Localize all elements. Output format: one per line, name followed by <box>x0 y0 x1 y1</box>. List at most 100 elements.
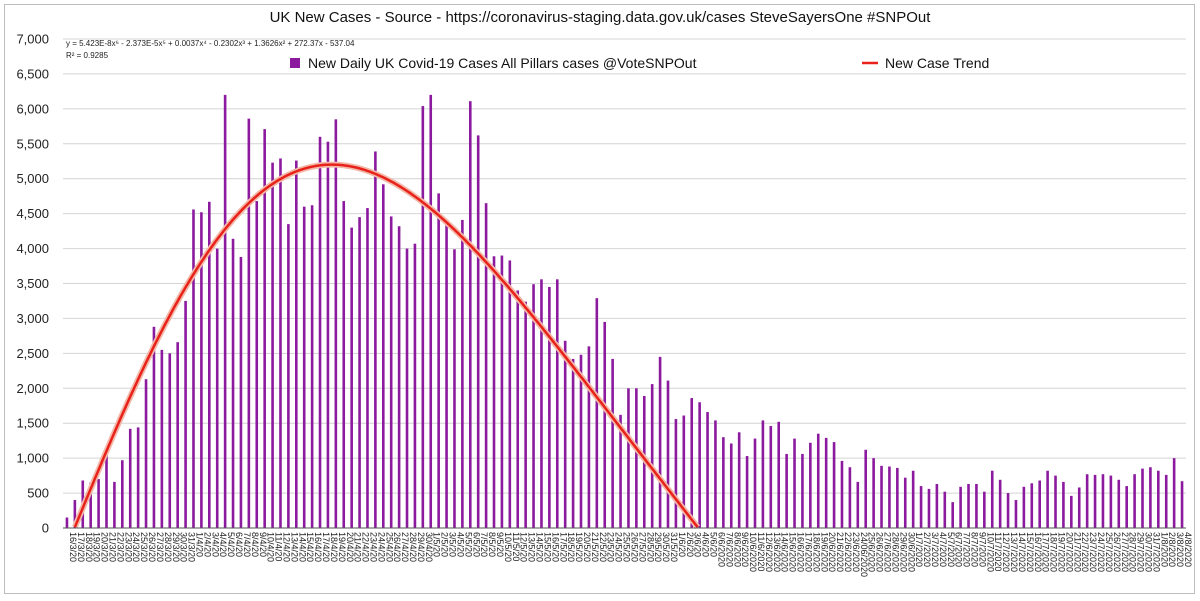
bar <box>603 321 607 528</box>
x-tick-label: 23/7/2020 <box>1088 532 1098 572</box>
bar <box>239 256 243 528</box>
x-tick-label: 13/7/2020 <box>1009 532 1019 572</box>
x-tick-label: 23/5/20 <box>606 532 616 562</box>
bar <box>1109 475 1113 528</box>
bar <box>208 201 211 528</box>
bar <box>832 442 836 528</box>
x-tick-label: 30/7/2020 <box>1144 532 1154 572</box>
bar <box>856 481 860 528</box>
x-tick-label: 17/3/20 <box>76 532 86 562</box>
x-tick-label: 1/6/20 <box>677 532 687 557</box>
bar <box>959 486 962 528</box>
x-tick-label: 22/7/2020 <box>1080 532 1090 572</box>
bar <box>215 248 219 529</box>
x-tick-label: 2/7/2020 <box>922 532 932 567</box>
bar <box>413 243 417 528</box>
x-tick-label: 14/7/2020 <box>1017 532 1027 572</box>
bar <box>872 458 875 528</box>
bar <box>579 354 583 528</box>
bar <box>927 488 931 528</box>
bar <box>635 388 638 528</box>
x-tick-label: 23/6/2020 <box>851 532 861 572</box>
bar <box>1157 470 1160 528</box>
x-tick-label: 15/6/2020 <box>788 532 798 572</box>
x-tick-label: 4/4/20 <box>218 532 228 557</box>
y-tick-label: 6,500 <box>16 66 49 81</box>
bar <box>105 455 108 528</box>
bar <box>437 193 440 529</box>
bar <box>279 158 282 528</box>
bar <box>263 129 266 528</box>
x-tick-label: 22/4/20 <box>361 532 371 562</box>
x-tick-label: 7/7/2020 <box>962 532 972 567</box>
bar <box>429 94 433 528</box>
x-tick-label: 15/7/2020 <box>1025 532 1035 572</box>
x-tick-label: 23/4/20 <box>368 532 378 562</box>
x-tick-label: 28/3/20 <box>163 532 173 562</box>
x-tick-label: 1/4/20 <box>194 532 204 557</box>
x-tick-label: 13/5/20 <box>527 532 537 562</box>
x-tick-label: 28/5/20 <box>645 532 655 562</box>
y-tick-label: 1,500 <box>16 416 49 431</box>
x-tick-label: 11/7/2020 <box>993 532 1003 571</box>
bar <box>144 379 148 528</box>
bar <box>1164 474 1168 528</box>
x-tick-label: 5/7/2020 <box>946 532 956 567</box>
bar <box>714 420 717 528</box>
bar <box>176 342 179 528</box>
x-tick-label: 7/4/20 <box>242 532 252 557</box>
x-tick-label: 26/5/20 <box>629 532 639 562</box>
x-tick-label: 18/7/2020 <box>1049 532 1059 572</box>
x-tick-label: 10/6/2020 <box>748 532 758 572</box>
bar <box>722 437 725 528</box>
x-tick-label: 2/8/2020 <box>1167 532 1177 567</box>
bar <box>168 353 172 528</box>
x-tick-label: 26/6/2020 <box>875 532 885 572</box>
x-tick-label: 8/4/20 <box>250 532 260 557</box>
x-tick-label: 26/4/20 <box>392 532 402 562</box>
y-tick-label: 5,500 <box>16 136 49 151</box>
x-tick-label: 2/4/20 <box>202 532 212 557</box>
x-tick-label: 24/4/20 <box>376 532 386 562</box>
bar <box>848 467 852 528</box>
bar <box>619 414 622 528</box>
bar <box>943 491 947 528</box>
bar <box>1117 479 1121 528</box>
bar <box>1030 483 1034 528</box>
bar <box>65 517 69 528</box>
bar <box>397 226 401 528</box>
bar <box>1062 481 1065 528</box>
x-tick-label: 7/6/2020 <box>724 532 734 567</box>
x-tick-label: 1/8/2020 <box>1159 532 1169 567</box>
x-tick-label: 2/6/20 <box>685 532 695 557</box>
bar <box>785 453 788 528</box>
x-tick-label: 25/3/20 <box>139 532 149 562</box>
bar <box>919 486 923 528</box>
legend-trend-label: New Case Trend <box>885 55 989 71</box>
x-tick-label: 4/8/2020 <box>1183 532 1193 567</box>
x-tick-label: 28/4/20 <box>408 532 418 562</box>
bar <box>374 151 377 528</box>
bar <box>1070 495 1073 528</box>
y-tick-label: 1,000 <box>16 451 49 466</box>
x-tick-label: 14/4/20 <box>297 532 307 562</box>
x-tick-label: 20/7/2020 <box>1064 532 1074 572</box>
bar <box>326 141 330 528</box>
x-tick-label: 13/6/2020 <box>772 532 782 572</box>
bar <box>1141 468 1144 528</box>
x-tick-label: 20/4/20 <box>345 532 355 562</box>
bar <box>476 135 480 528</box>
bar <box>1014 500 1018 528</box>
x-tick-label: 10/7/2020 <box>985 532 995 572</box>
bar <box>366 208 369 528</box>
x-tick-label: 29/5/20 <box>653 532 663 562</box>
bar <box>864 449 868 528</box>
x-tick-label: 5/6/20 <box>709 532 719 557</box>
x-tick-label: 21/3/20 <box>107 532 117 562</box>
bar <box>816 433 820 528</box>
x-tick-label: 19/6/2020 <box>819 532 829 572</box>
bar <box>840 460 844 528</box>
x-tick-label: 18/5/20 <box>566 532 576 562</box>
chart-title: UK New Cases - Source - https://coronavi… <box>269 9 931 26</box>
